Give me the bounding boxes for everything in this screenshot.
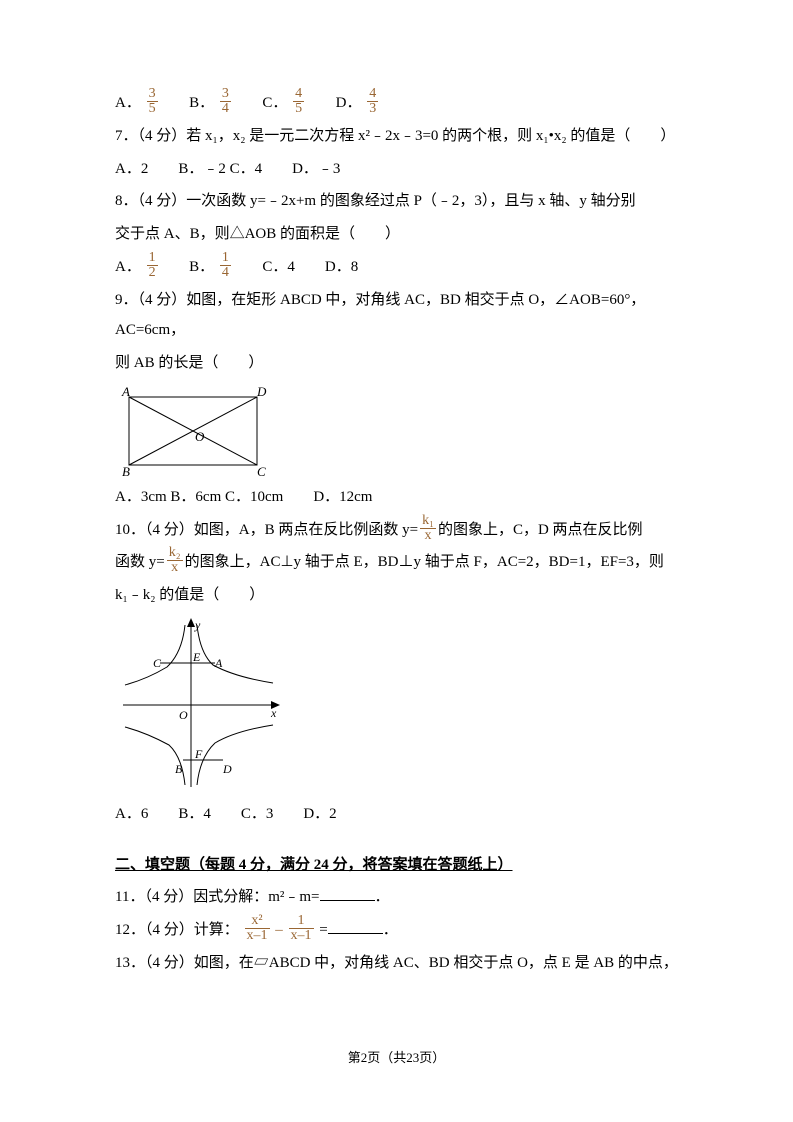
q8-opt-cd: C．4 D．8 [262, 259, 358, 275]
q10-label-a: A [214, 656, 223, 670]
opt-c-frac: 45 [293, 87, 304, 116]
q10-frac2: k₂x [167, 546, 183, 575]
q9-label-c: C [257, 464, 266, 478]
q6-options: A． 35 B． 34 C． 45 D． 43 [115, 88, 678, 119]
q8-options: A． 12 B． 14 C．4 D．8 [115, 252, 678, 283]
q9-label-o: O [195, 429, 205, 444]
q8-opt-b: B． [189, 259, 214, 275]
q10-line3: k₁﹣k₂ 的值是（ ） [115, 580, 678, 611]
q10-label-e: E [192, 650, 201, 664]
q11-blank [320, 886, 375, 901]
q10-line2: 函数 y=k₂x的图象上，AC⊥y 轴于点 E，BD⊥y 轴于点 F，AC=2，… [115, 547, 678, 578]
q10-label-o: O [179, 708, 188, 722]
opt-a-label: A． [115, 95, 141, 111]
q11: 11．（4 分）因式分解：m²﹣m=． [115, 882, 678, 913]
q8-opt-b-frac: 14 [220, 251, 231, 280]
q10-diagram: y x O C E A B F D [115, 615, 285, 795]
opt-b-label: B． [189, 95, 214, 111]
q10-label-d: D [222, 762, 232, 776]
q9-options: A．3cm B．6cm C．10cm D．12cm [115, 482, 678, 513]
q8-line1: 8．（4 分）一次函数 y=﹣2x+m 的图象经过点 P（﹣2，3），且与 x … [115, 186, 678, 217]
section2-header: 二、填空题（每题 4 分，满分 24 分，将答案填在答题纸上） [115, 850, 678, 881]
opt-d-frac: 43 [367, 87, 378, 116]
opt-d-label: D． [336, 95, 362, 111]
q9-diagram: A D B C O [115, 383, 270, 478]
q7-text: 7．（4 分）若 x₁，x₂ 是一元二次方程 x²﹣2x﹣3=0 的两个根，则 … [115, 121, 678, 152]
q9-label-a: A [121, 384, 130, 399]
q8-line2: 交于点 A、B，则△AOB 的面积是（ ） [115, 219, 678, 250]
q13: 13．（4 分）如图，在▱ABCD 中，对角线 AC、BD 相交于点 O，点 E… [115, 948, 678, 979]
page-footer: 第2页（共23页） [0, 1045, 793, 1072]
q9-line1: 9．（4 分）如图，在矩形 ABCD 中，对角线 AC，BD 相交于点 O，∠A… [115, 285, 678, 347]
q10-options: A．6 B．4 C．3 D．2 [115, 799, 678, 830]
q7-options: A．2 B．﹣2 C．4 D．﹣3 [115, 154, 678, 185]
q10-frac1: k₁x [420, 514, 436, 543]
q10-label-y: y [194, 618, 201, 632]
q10-label-f: F [194, 747, 203, 761]
q9-label-d: D [256, 384, 267, 399]
q9-line2: 则 AB 的长是（ ） [115, 348, 678, 379]
opt-c-label: C． [262, 95, 287, 111]
q10-line1: 10．（4 分）如图，A，B 两点在反比例函数 y=k₁x的图象上，C，D 两点… [115, 515, 678, 546]
opt-a-frac: 35 [147, 87, 158, 116]
q12-frac2: 1x–1 [289, 914, 314, 943]
q9-label-b: B [122, 464, 130, 478]
q12-blank [328, 919, 383, 934]
q8-opt-a-frac: 12 [147, 251, 158, 280]
q12-frac1: x²x–1 [245, 914, 270, 943]
q10-label-b: B [175, 762, 183, 776]
q8-opt-a: A． [115, 259, 141, 275]
q10-label-c: C [153, 656, 162, 670]
q12: 12．（4 分）计算： x²x–1 – 1x–1 =． [115, 915, 678, 946]
opt-b-frac: 34 [220, 87, 231, 116]
q10-label-x: x [270, 706, 277, 720]
